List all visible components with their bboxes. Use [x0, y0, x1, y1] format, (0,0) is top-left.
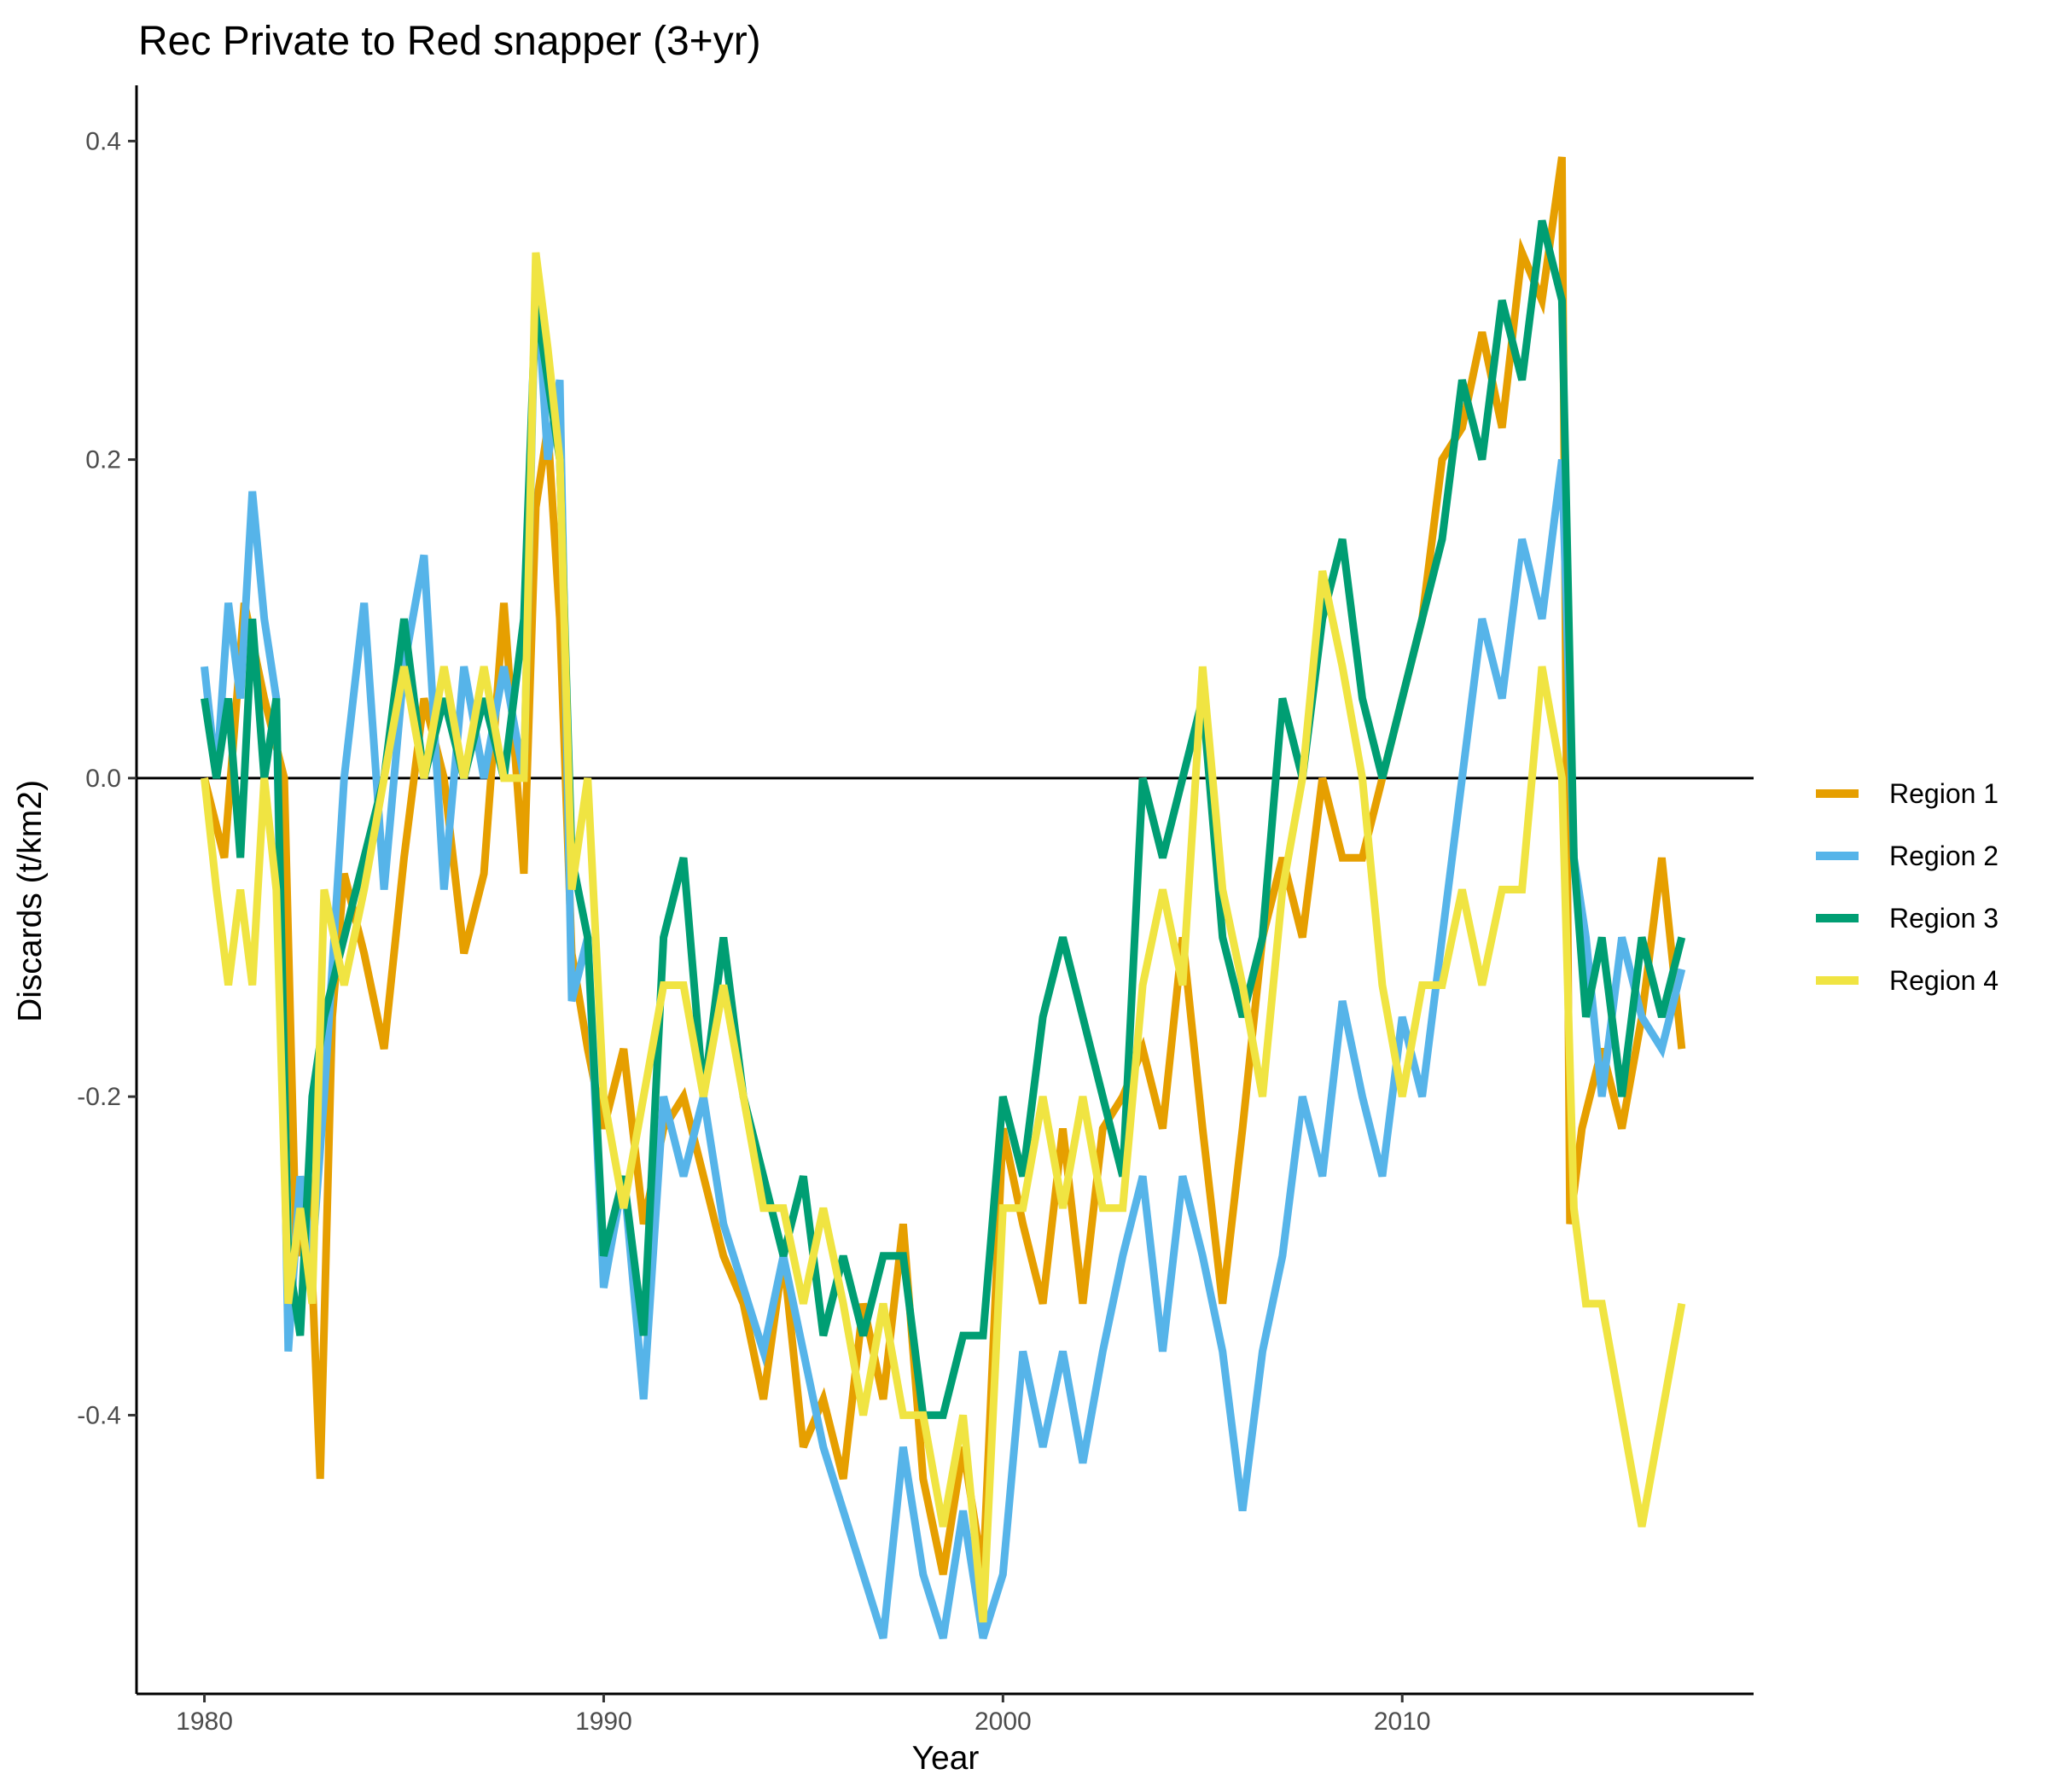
x-tick-label: 2010: [1374, 1708, 1431, 1736]
chart-title: Rec Private to Red snapper (3+yr): [138, 19, 761, 64]
series-line-region-2: [201, 268, 1686, 1640]
x-axis-ticks: 1980 1990 2000 2010: [176, 1694, 1431, 1736]
plot-area: [137, 156, 1754, 1640]
legend: Region 1 Region 2 Region 3 Region 4: [1816, 778, 1999, 996]
y-tick-label: 0.2: [85, 446, 121, 474]
series-lines: [201, 156, 1686, 1640]
legend-label-region-3: Region 3: [1889, 903, 1999, 934]
x-tick-label: 1990: [575, 1708, 632, 1736]
legend-label-region-4: Region 4: [1889, 965, 1999, 996]
y-axis-ticks: -0.4 -0.2 0.0 0.2 0.4: [77, 127, 137, 1429]
series-line-region-3: [201, 219, 1686, 1419]
y-tick-label: 0.0: [85, 765, 121, 793]
x-tick-label: 2000: [975, 1708, 1032, 1736]
x-axis-title: Year: [912, 1740, 980, 1777]
y-tick-label: 0.4: [85, 127, 121, 155]
y-tick-label: -0.2: [77, 1083, 121, 1111]
y-axis-title: Discards (t/km2): [12, 780, 49, 1022]
series-line-region-4: [201, 252, 1686, 1623]
legend-label-region-2: Region 2: [1889, 841, 1999, 871]
legend-label-region-1: Region 1: [1889, 778, 1999, 809]
y-tick-label: -0.4: [77, 1401, 121, 1429]
series-line-region-1: [201, 156, 1686, 1575]
x-tick-label: 1980: [176, 1708, 233, 1736]
